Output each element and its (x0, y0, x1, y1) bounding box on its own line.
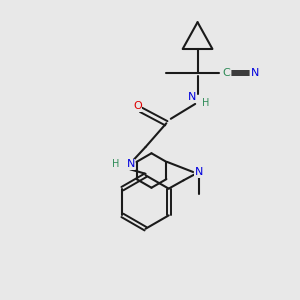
Text: O: O (133, 101, 142, 111)
Text: H: H (112, 159, 119, 169)
Text: N: N (188, 92, 196, 102)
Text: N: N (127, 159, 135, 169)
Text: H: H (202, 98, 210, 108)
Text: N: N (251, 68, 260, 78)
Text: N: N (195, 167, 203, 177)
Text: C: C (222, 68, 230, 78)
